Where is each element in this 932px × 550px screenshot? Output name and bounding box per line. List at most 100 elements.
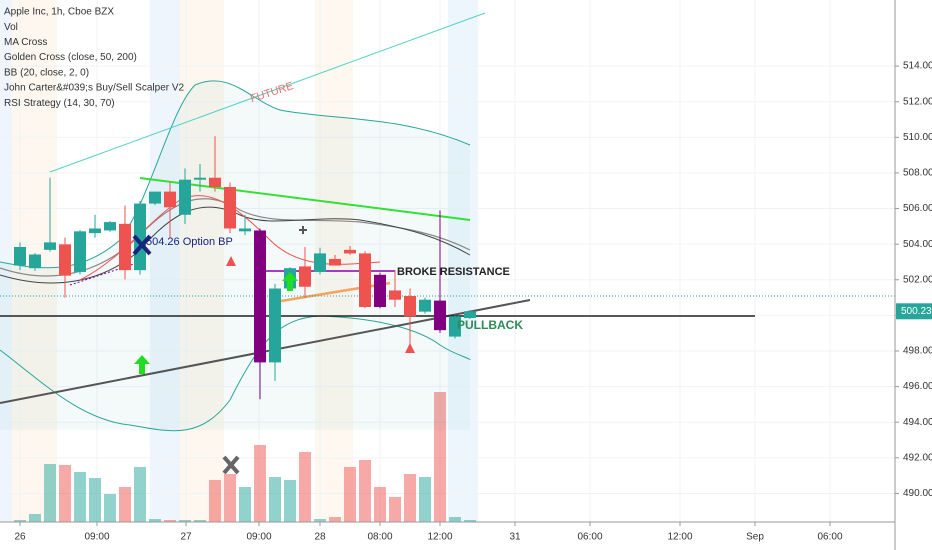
volume-bar bbox=[389, 497, 401, 522]
y-tick-label: 512.00 bbox=[903, 96, 932, 107]
volume-bar bbox=[194, 520, 206, 522]
y-tick-label: 504.00 bbox=[903, 239, 932, 250]
candle-body bbox=[224, 186, 236, 229]
candle-body bbox=[464, 311, 476, 319]
volume-bar bbox=[374, 487, 386, 522]
volume-bar bbox=[284, 480, 296, 522]
volume-bar bbox=[269, 477, 281, 522]
legend-entry: MA Cross bbox=[4, 37, 47, 48]
volume-bar bbox=[314, 519, 326, 522]
volume-bar bbox=[119, 487, 131, 522]
last-price-box bbox=[896, 303, 932, 320]
x-tick-label: 12:00 bbox=[427, 532, 452, 543]
volume-bar bbox=[59, 465, 71, 522]
candle-body bbox=[329, 258, 341, 266]
candle-body bbox=[389, 290, 401, 300]
volume-bar bbox=[299, 452, 311, 522]
candle-body bbox=[44, 242, 56, 250]
annotation: 504.26 Option BP bbox=[146, 236, 233, 248]
candle-body bbox=[149, 191, 161, 204]
volume-bar bbox=[134, 467, 146, 522]
legend: Apple Inc, 1h, Cboe BZX Vol MA Cross Golden… bbox=[4, 7, 185, 109]
y-tick-label: 498.00 bbox=[903, 346, 932, 357]
signal-markers bbox=[132, 226, 415, 475]
y-tick-label: 510.00 bbox=[903, 132, 932, 143]
x-tick-label: 09:00 bbox=[246, 532, 271, 543]
candle-body bbox=[314, 253, 326, 272]
volume-bar bbox=[329, 517, 341, 522]
candle-body bbox=[74, 231, 86, 272]
candle-body bbox=[239, 228, 251, 232]
axes: 490.00492.00494.00496.00498.00500.00502.… bbox=[14, 61, 932, 543]
volume-bar bbox=[344, 467, 356, 522]
x-tick-label: 31 bbox=[509, 532, 521, 543]
volume-bar bbox=[74, 472, 86, 522]
x-tick-label: 27 bbox=[180, 532, 192, 543]
volume-bar bbox=[449, 517, 461, 522]
volume bbox=[14, 392, 476, 522]
volume-bar bbox=[14, 520, 26, 522]
candle-body bbox=[164, 191, 176, 208]
volume-bar bbox=[224, 474, 236, 522]
candle-body bbox=[104, 222, 116, 231]
candle-body bbox=[359, 253, 371, 308]
volume-bar bbox=[239, 487, 251, 522]
annotation: BROKE RESISTANCE bbox=[397, 266, 510, 278]
candle-body bbox=[89, 228, 101, 234]
x-tick-label: 28 bbox=[314, 532, 326, 543]
y-tick-label: 496.00 bbox=[903, 381, 932, 392]
legend-entry: Vol bbox=[4, 22, 18, 33]
volume-bar bbox=[404, 474, 416, 522]
volume-bar bbox=[434, 392, 446, 522]
volume-bar bbox=[44, 464, 56, 522]
x-tick-label: Sep bbox=[746, 532, 764, 543]
x-tick-label: 26 bbox=[14, 532, 26, 543]
legend-entry: RSI Strategy (14, 30, 70) bbox=[4, 98, 115, 109]
legend-entry: Apple Inc, 1h, Cboe BZX bbox=[4, 7, 114, 18]
volume-bar bbox=[254, 445, 266, 522]
volume-bar bbox=[359, 460, 371, 522]
y-tick-label: 502.00 bbox=[903, 274, 932, 285]
candle-body bbox=[449, 316, 461, 337]
x-tick-label: 12:00 bbox=[667, 532, 692, 543]
legend-entry: John Carter&#039;s Buy/Sell Scalper V2 bbox=[4, 83, 185, 94]
volume-bar bbox=[179, 520, 191, 522]
y-tick-label: 494.00 bbox=[903, 417, 932, 428]
candle-body bbox=[344, 249, 356, 254]
candle-body bbox=[194, 177, 206, 180]
candle-body bbox=[404, 295, 416, 317]
volume-bar bbox=[464, 520, 476, 522]
legend-entry: Golden Cross (close, 50, 200) bbox=[4, 52, 137, 63]
legend-entry: BB (20, close, 2, 0) bbox=[4, 67, 89, 78]
candle-body bbox=[29, 254, 41, 269]
annotation: PULLBACK bbox=[457, 318, 523, 332]
x-tick-label: 09:00 bbox=[84, 532, 109, 543]
volume-bar bbox=[419, 477, 431, 522]
candle-body bbox=[269, 288, 281, 363]
volume-bar bbox=[104, 494, 116, 522]
candle-body bbox=[59, 244, 71, 276]
last-price-label: 500.23 bbox=[901, 306, 932, 317]
x-tick-label: 06:00 bbox=[577, 532, 602, 543]
x-tick-label: 06:00 bbox=[817, 532, 842, 543]
y-tick-label: 508.00 bbox=[903, 168, 932, 179]
y-tick-label: 492.00 bbox=[903, 452, 932, 463]
candle-body bbox=[299, 266, 311, 287]
candle-body bbox=[14, 247, 26, 266]
y-tick-label: 514.00 bbox=[903, 61, 932, 72]
candle-body bbox=[179, 179, 191, 215]
volume-bar bbox=[89, 478, 101, 522]
candle-body bbox=[254, 230, 266, 363]
volume-bar bbox=[209, 480, 221, 522]
volume-bar bbox=[149, 519, 161, 522]
y-tick-label: 490.00 bbox=[903, 488, 932, 499]
candle-body bbox=[419, 299, 431, 312]
volume-bar bbox=[29, 514, 41, 522]
volume-bar bbox=[164, 520, 176, 522]
x-tick-label: 08:00 bbox=[367, 532, 392, 543]
candle-body bbox=[119, 223, 131, 271]
grid bbox=[0, 0, 895, 522]
candle-body bbox=[434, 300, 446, 331]
candle-body bbox=[374, 274, 386, 308]
